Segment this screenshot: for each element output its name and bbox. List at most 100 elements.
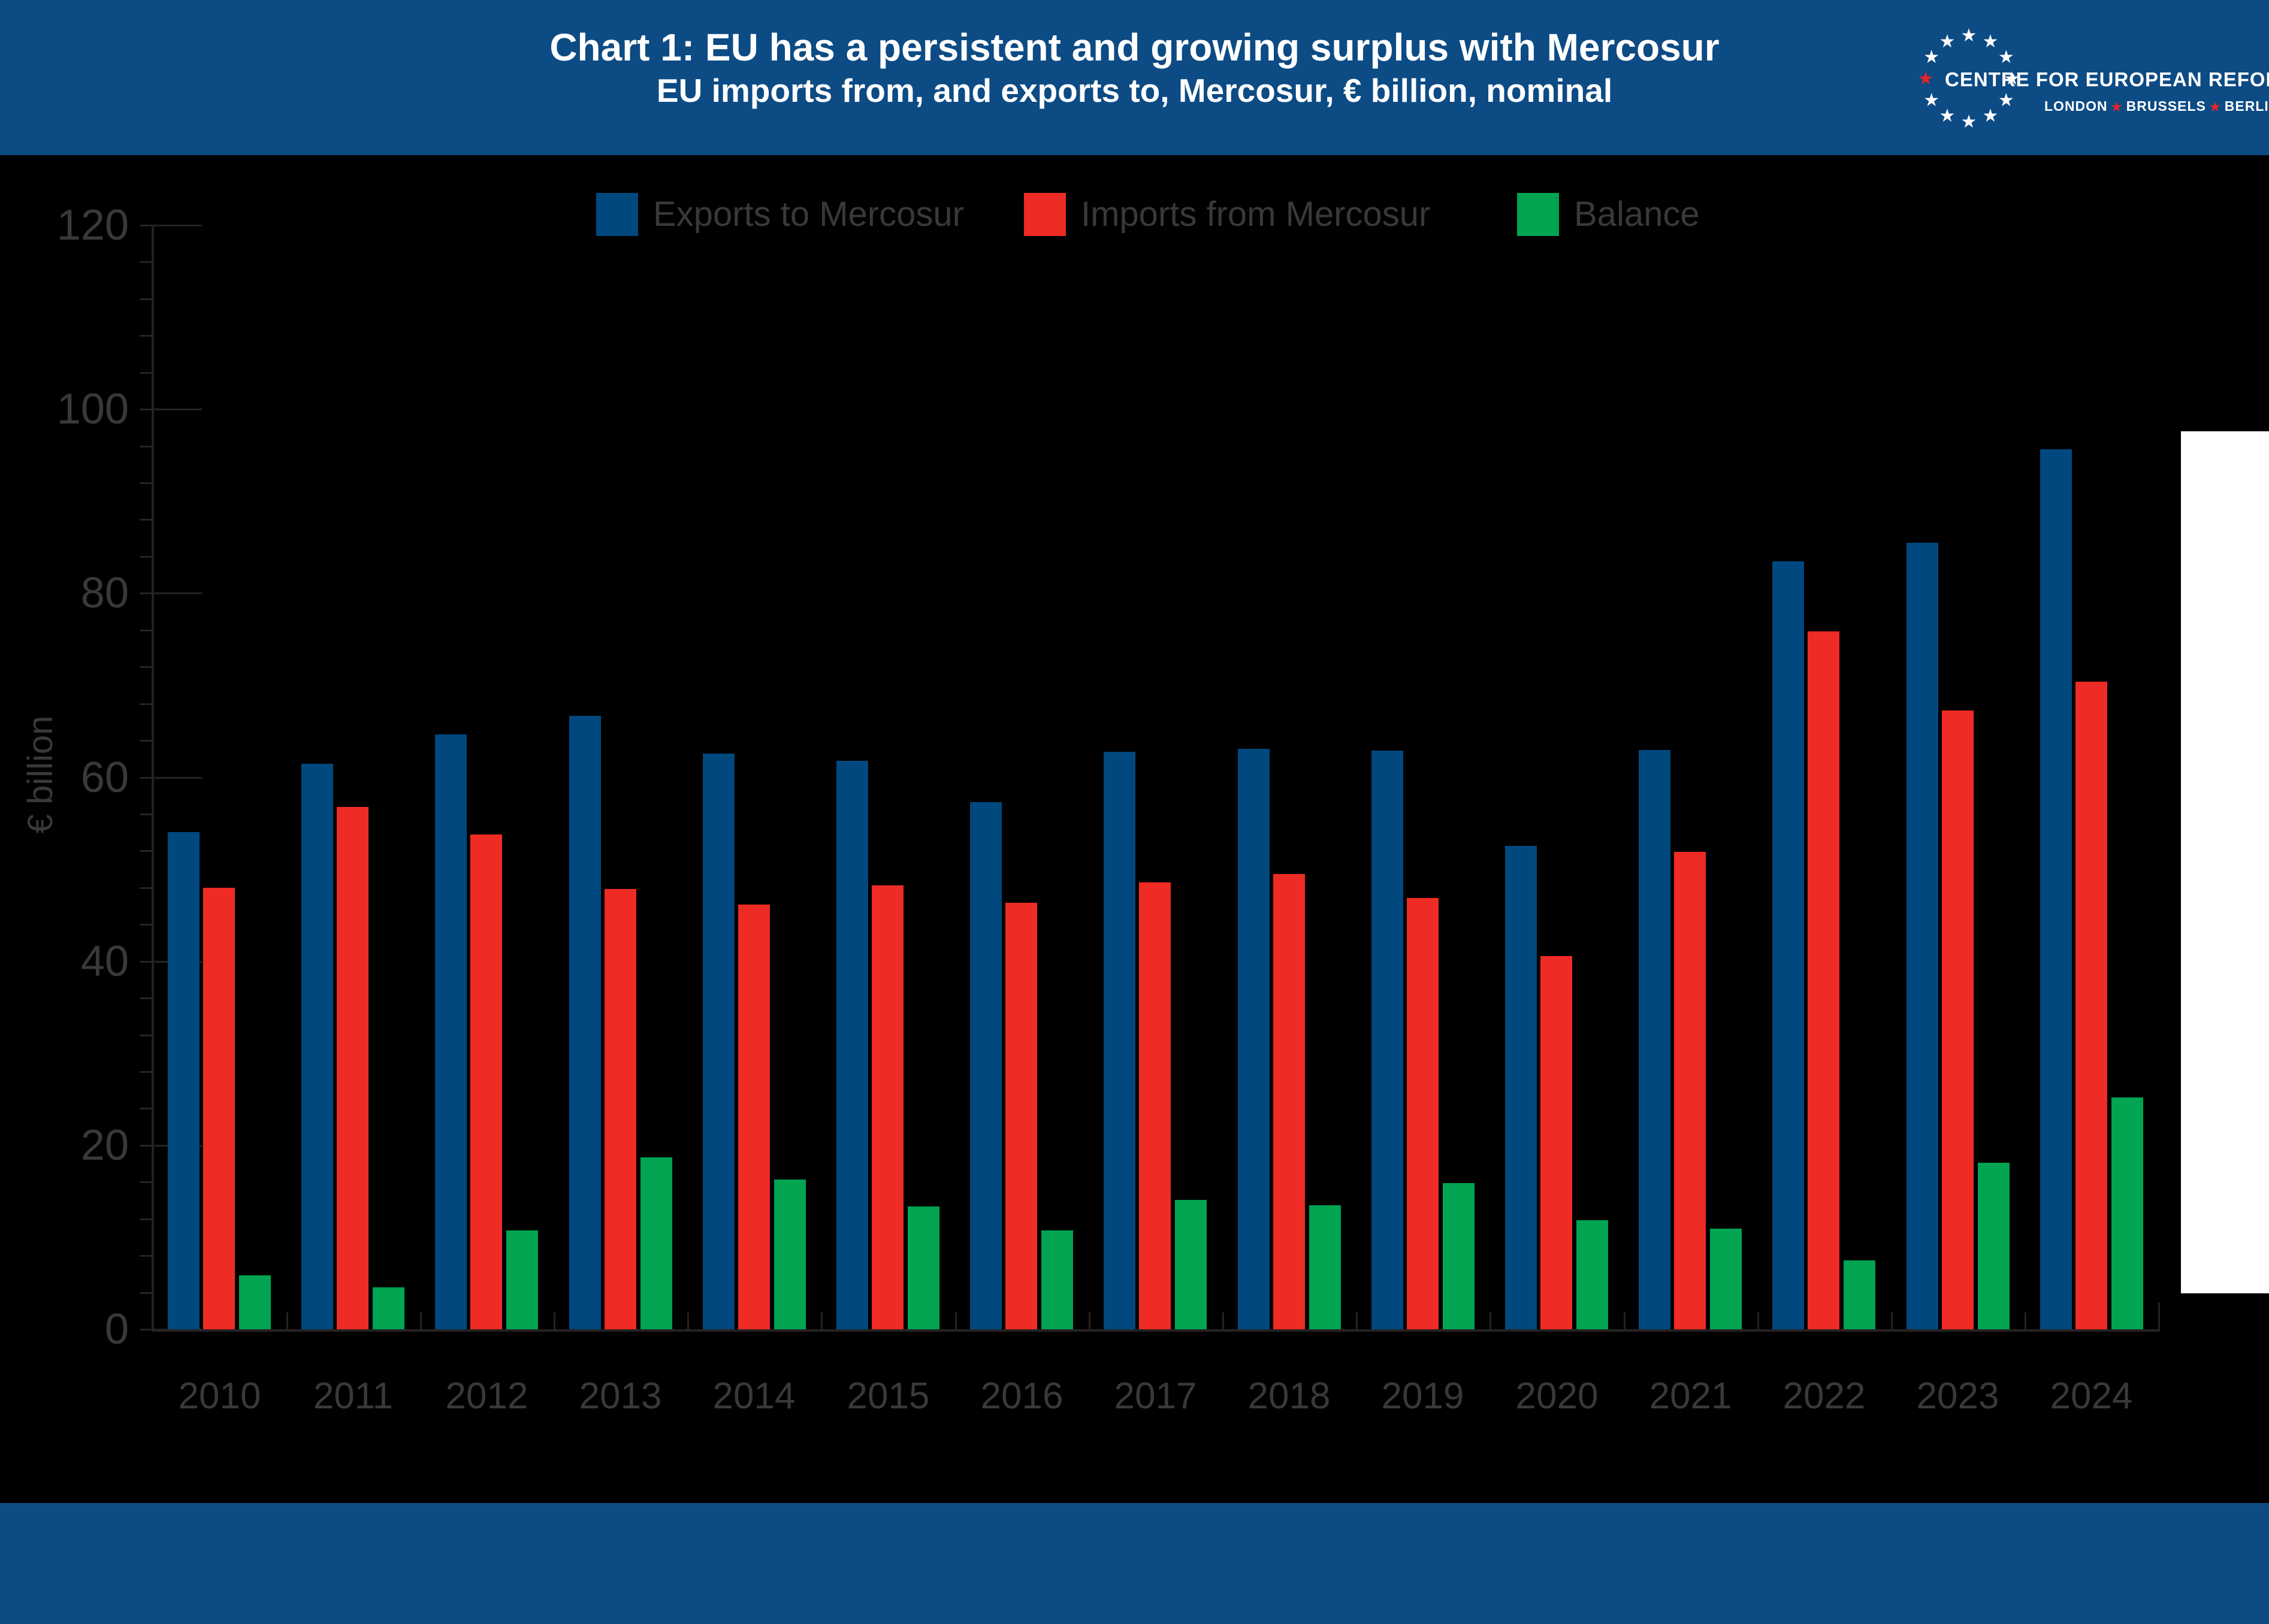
bar-2015-balance (908, 1206, 939, 1330)
bar-2020-exports (1505, 846, 1537, 1330)
bar-2020-imports (1540, 956, 1572, 1330)
bar-2010-exports (168, 832, 200, 1330)
x-tick-label-2014: 2014 (712, 1375, 796, 1417)
logo-star-icon: ★ (1960, 26, 1977, 46)
x-minor-tick (1222, 1312, 1224, 1329)
x-tick-label-2017: 2017 (1114, 1375, 1197, 1417)
y-major-tick (140, 592, 202, 595)
x-tick-label-2019: 2019 (1381, 1375, 1464, 1417)
logo-star-icon: ★ (1939, 31, 1956, 52)
x-tick-label-2018: 2018 (1247, 1375, 1331, 1417)
bar-2024-imports (2075, 682, 2107, 1330)
y-minor-tick (140, 482, 152, 485)
y-minor-tick (140, 1255, 152, 1257)
logo-star-icon: ★ (1998, 90, 2014, 110)
x-minor-tick (420, 1312, 422, 1329)
y-tick-label: 40 (80, 937, 129, 985)
y-minor-tick (140, 261, 152, 264)
y-minor-tick (140, 519, 152, 521)
bar-2010-balance (239, 1275, 271, 1330)
bar-2024-exports (2040, 449, 2072, 1330)
x-minor-tick (1356, 1312, 1358, 1329)
y-tick-label: 100 (56, 385, 129, 434)
logo-star-icon: ★ (1998, 47, 2014, 67)
x-tick-label-2012: 2012 (445, 1375, 528, 1417)
bar-2013-exports (569, 716, 601, 1330)
logo-star-icon: ★ (1923, 90, 1940, 110)
legend-swatch-balance (1517, 193, 1559, 236)
logo-city: BERLIN (2224, 98, 2269, 114)
bar-2012-imports (470, 834, 502, 1330)
logo-city: LONDON (2044, 98, 2108, 114)
logo-city: BRUSSELS (2126, 98, 2206, 114)
bar-2011-balance (373, 1287, 404, 1330)
y-minor-tick (140, 1218, 152, 1220)
bar-2024-balance (2111, 1097, 2143, 1330)
y-minor-tick (140, 555, 152, 558)
x-minor-tick (821, 1312, 823, 1329)
y-minor-tick (140, 335, 152, 337)
city-separator-star-icon: ★ (2111, 101, 2123, 114)
x-tick-label-2011: 2011 (313, 1375, 394, 1417)
x-minor-tick (687, 1312, 689, 1329)
bar-2022-balance (1844, 1260, 1875, 1330)
x-minor-tick (2025, 1312, 2026, 1329)
bar-2010-imports (203, 888, 235, 1330)
bar-2022-exports (1772, 561, 1804, 1330)
logo-star-icon: ★ (1960, 112, 1977, 132)
bar-2020-balance (1576, 1220, 1608, 1330)
x-tick-label-2022: 2022 (1782, 1375, 1866, 1417)
bar-2021-balance (1710, 1229, 1742, 1330)
y-axis-title: € billion (21, 715, 60, 834)
bar-2011-exports (301, 764, 333, 1330)
legend-swatch-imports (1024, 193, 1066, 236)
y-minor-tick (140, 1108, 152, 1110)
chart-title: Chart 1: EU has a persistent and growing… (549, 26, 1720, 69)
bar-2015-exports (836, 761, 868, 1330)
y-minor-tick (140, 1034, 152, 1036)
x-minor-tick (1624, 1312, 1626, 1329)
bar-2019-imports (1407, 898, 1439, 1330)
x-tick-label-2020: 2020 (1515, 1375, 1599, 1417)
logo-star-icon: ★ (1923, 47, 1940, 67)
bar-2021-exports (1639, 750, 1670, 1330)
x-axis-end-tick (2158, 1302, 2160, 1329)
y-minor-tick (140, 1181, 152, 1184)
bar-2017-imports (1139, 882, 1171, 1330)
y-minor-tick (140, 445, 152, 447)
logo-star-icon: ★ (1982, 31, 1999, 52)
cer-logo: ★ ★ ★ ★ ★ ★ ★ ★ ★ ★ ★ ★ CENTRE FOR EUROPEAN REFORM … (1905, 17, 2269, 143)
y-minor-tick (140, 298, 152, 300)
y-minor-tick (140, 629, 152, 631)
x-tick-label-2016: 2016 (980, 1375, 1064, 1417)
bar-2019-exports (1371, 751, 1403, 1330)
y-minor-tick (140, 997, 152, 1000)
legend-label: Exports to Mercosur (653, 195, 964, 234)
bar-2017-balance (1175, 1200, 1207, 1330)
bar-2019-balance (1443, 1183, 1475, 1330)
y-minor-tick (140, 666, 152, 669)
bar-2013-imports (605, 889, 636, 1330)
y-tick-label: 0 (104, 1305, 129, 1353)
legend-label: Imports from Mercosur (1081, 195, 1431, 234)
y-tick-label: 20 (80, 1121, 129, 1169)
y-tick-label: 120 (56, 201, 129, 249)
bar-2018-balance (1309, 1205, 1341, 1330)
bar-2023-imports (1942, 710, 1974, 1330)
y-tick-label: 80 (80, 569, 129, 618)
footer-band: Source: Author's calculations, Eurostat.… (0, 1503, 2269, 1624)
y-minor-tick (140, 703, 152, 705)
city-separator-star-icon: ★ (2209, 101, 2221, 114)
bar-2014-balance (774, 1180, 806, 1330)
x-minor-tick (1489, 1312, 1491, 1329)
logo-star-red-icon: ★ (1917, 69, 1934, 89)
logo-star-icon: ★ (2004, 69, 2020, 89)
bar-2023-balance (1978, 1163, 2010, 1330)
y-minor-tick (140, 1070, 152, 1073)
bar-2012-balance (506, 1230, 538, 1330)
bar-2021-imports (1674, 852, 1706, 1330)
y-minor-tick (140, 1292, 152, 1294)
x-minor-tick (554, 1312, 555, 1329)
bar-2023-exports (1907, 543, 1938, 1330)
